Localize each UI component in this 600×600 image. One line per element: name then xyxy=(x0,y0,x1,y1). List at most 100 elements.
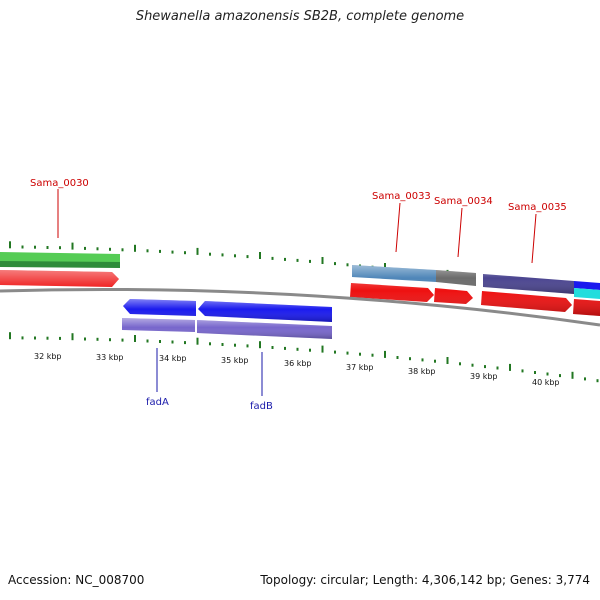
gene-label-sama-0034[interactable]: Sama_0034 xyxy=(434,196,493,207)
minor-tick xyxy=(371,353,374,357)
minor-tick xyxy=(184,251,186,255)
minor-tick xyxy=(109,247,111,251)
minor-tick xyxy=(221,253,224,257)
reverse-cds-ring xyxy=(123,299,332,322)
major-tick xyxy=(134,335,136,342)
minor-tick xyxy=(171,250,174,254)
major-tick xyxy=(384,263,386,270)
minor-tick xyxy=(246,344,249,348)
minor-tick xyxy=(596,379,599,383)
major-tick xyxy=(196,247,199,255)
major-tick xyxy=(446,357,449,364)
minor-tick xyxy=(334,262,336,266)
minor-tick xyxy=(21,245,24,249)
minor-tick xyxy=(21,336,24,340)
kbp-label: 40 kbp xyxy=(532,378,560,387)
minor-tick xyxy=(234,254,236,258)
major-tick xyxy=(384,350,386,358)
major-tick xyxy=(321,257,324,264)
kbp-label: 33 kbp xyxy=(96,353,124,362)
minor-tick xyxy=(121,248,124,252)
minor-tick xyxy=(334,350,336,354)
minor-tick xyxy=(221,343,224,346)
map-title: Shewanella amazonensis SB2B, complete ge… xyxy=(135,9,465,24)
gene-labels-top: Sama_0030 Sama_0033 Sama_0034 Sama_0035 xyxy=(30,178,567,264)
major-tick xyxy=(321,345,324,353)
kbp-label: 39 kbp xyxy=(470,372,498,381)
minor-tick xyxy=(296,258,299,262)
minor-tick xyxy=(434,359,436,363)
minor-tick xyxy=(471,363,474,367)
minor-tick xyxy=(146,249,149,253)
gene-label-fadb[interactable]: fadB xyxy=(250,401,273,412)
minor-tick xyxy=(209,252,211,256)
minor-tick xyxy=(159,249,161,253)
minor-tick xyxy=(171,340,174,344)
minor-tick xyxy=(59,246,61,250)
kbp-label: 36 kbp xyxy=(284,359,312,368)
minor-tick xyxy=(109,338,111,342)
minor-tick xyxy=(34,245,36,249)
minor-tick xyxy=(46,336,49,340)
minor-tick xyxy=(346,263,349,267)
kbp-label: 32 kbp xyxy=(34,352,62,361)
minor-tick xyxy=(396,356,399,359)
minor-tick xyxy=(209,342,211,346)
gene-label-sama-0035[interactable]: Sama_0035 xyxy=(508,202,567,213)
major-tick xyxy=(71,333,74,341)
minor-tick xyxy=(46,246,49,249)
cog-ring xyxy=(122,318,332,339)
minor-tick xyxy=(34,336,36,340)
minor-tick xyxy=(359,352,361,356)
minor-tick xyxy=(409,357,411,361)
major-tick xyxy=(509,363,511,371)
gene-labels-bottom: fadA fadB xyxy=(146,348,273,412)
gene-feature-green[interactable] xyxy=(0,252,120,262)
gene-label-sama-0030[interactable]: Sama_0030 xyxy=(30,178,89,189)
gene-label-sama-0033[interactable]: Sama_0033 xyxy=(372,191,431,202)
forward-cds-ring xyxy=(0,270,600,316)
minor-tick xyxy=(421,358,424,362)
major-tick xyxy=(9,241,11,249)
minor-tick xyxy=(284,257,286,261)
genome-backbone xyxy=(0,287,600,327)
kbp-scale: 32 kbp 33 kbp 34 kbp 35 kbp 36 kbp 37 kb… xyxy=(34,352,560,387)
gene-label-fada[interactable]: fadA xyxy=(146,397,169,408)
gene-feature-cyan[interactable] xyxy=(574,288,600,299)
minor-tick xyxy=(271,256,274,260)
minor-tick xyxy=(59,336,61,340)
minor-tick xyxy=(146,339,149,343)
inner-tick-ring xyxy=(9,332,599,383)
minor-tick xyxy=(284,346,286,350)
major-tick xyxy=(571,371,574,379)
major-tick xyxy=(71,242,74,250)
minor-tick xyxy=(521,369,524,373)
accession-text: Accession: NC_008700 xyxy=(8,573,145,587)
kbp-label: 38 kbp xyxy=(408,367,436,376)
minor-tick xyxy=(96,247,99,251)
gene-feature-blue[interactable] xyxy=(574,281,600,290)
topology-text: Topology: circular; Length: 4,306,142 bp… xyxy=(260,573,590,587)
minor-tick xyxy=(484,365,486,369)
minor-tick xyxy=(271,346,274,349)
kbp-label: 35 kbp xyxy=(221,356,249,365)
major-tick xyxy=(259,252,261,259)
minor-tick xyxy=(496,366,499,370)
minor-tick xyxy=(234,343,236,347)
minor-tick xyxy=(96,337,99,341)
minor-tick xyxy=(459,362,461,366)
minor-tick xyxy=(84,337,86,341)
minor-tick xyxy=(309,259,311,263)
minor-tick xyxy=(546,372,549,376)
minor-tick xyxy=(184,341,186,345)
kbp-label: 37 kbp xyxy=(346,363,374,372)
minor-tick xyxy=(84,246,86,250)
major-tick xyxy=(259,341,261,349)
minor-tick xyxy=(534,371,536,374)
minor-tick xyxy=(346,351,349,355)
minor-tick xyxy=(309,348,311,352)
major-tick xyxy=(196,337,199,345)
leader-line xyxy=(395,202,401,253)
minor-tick xyxy=(121,338,124,342)
